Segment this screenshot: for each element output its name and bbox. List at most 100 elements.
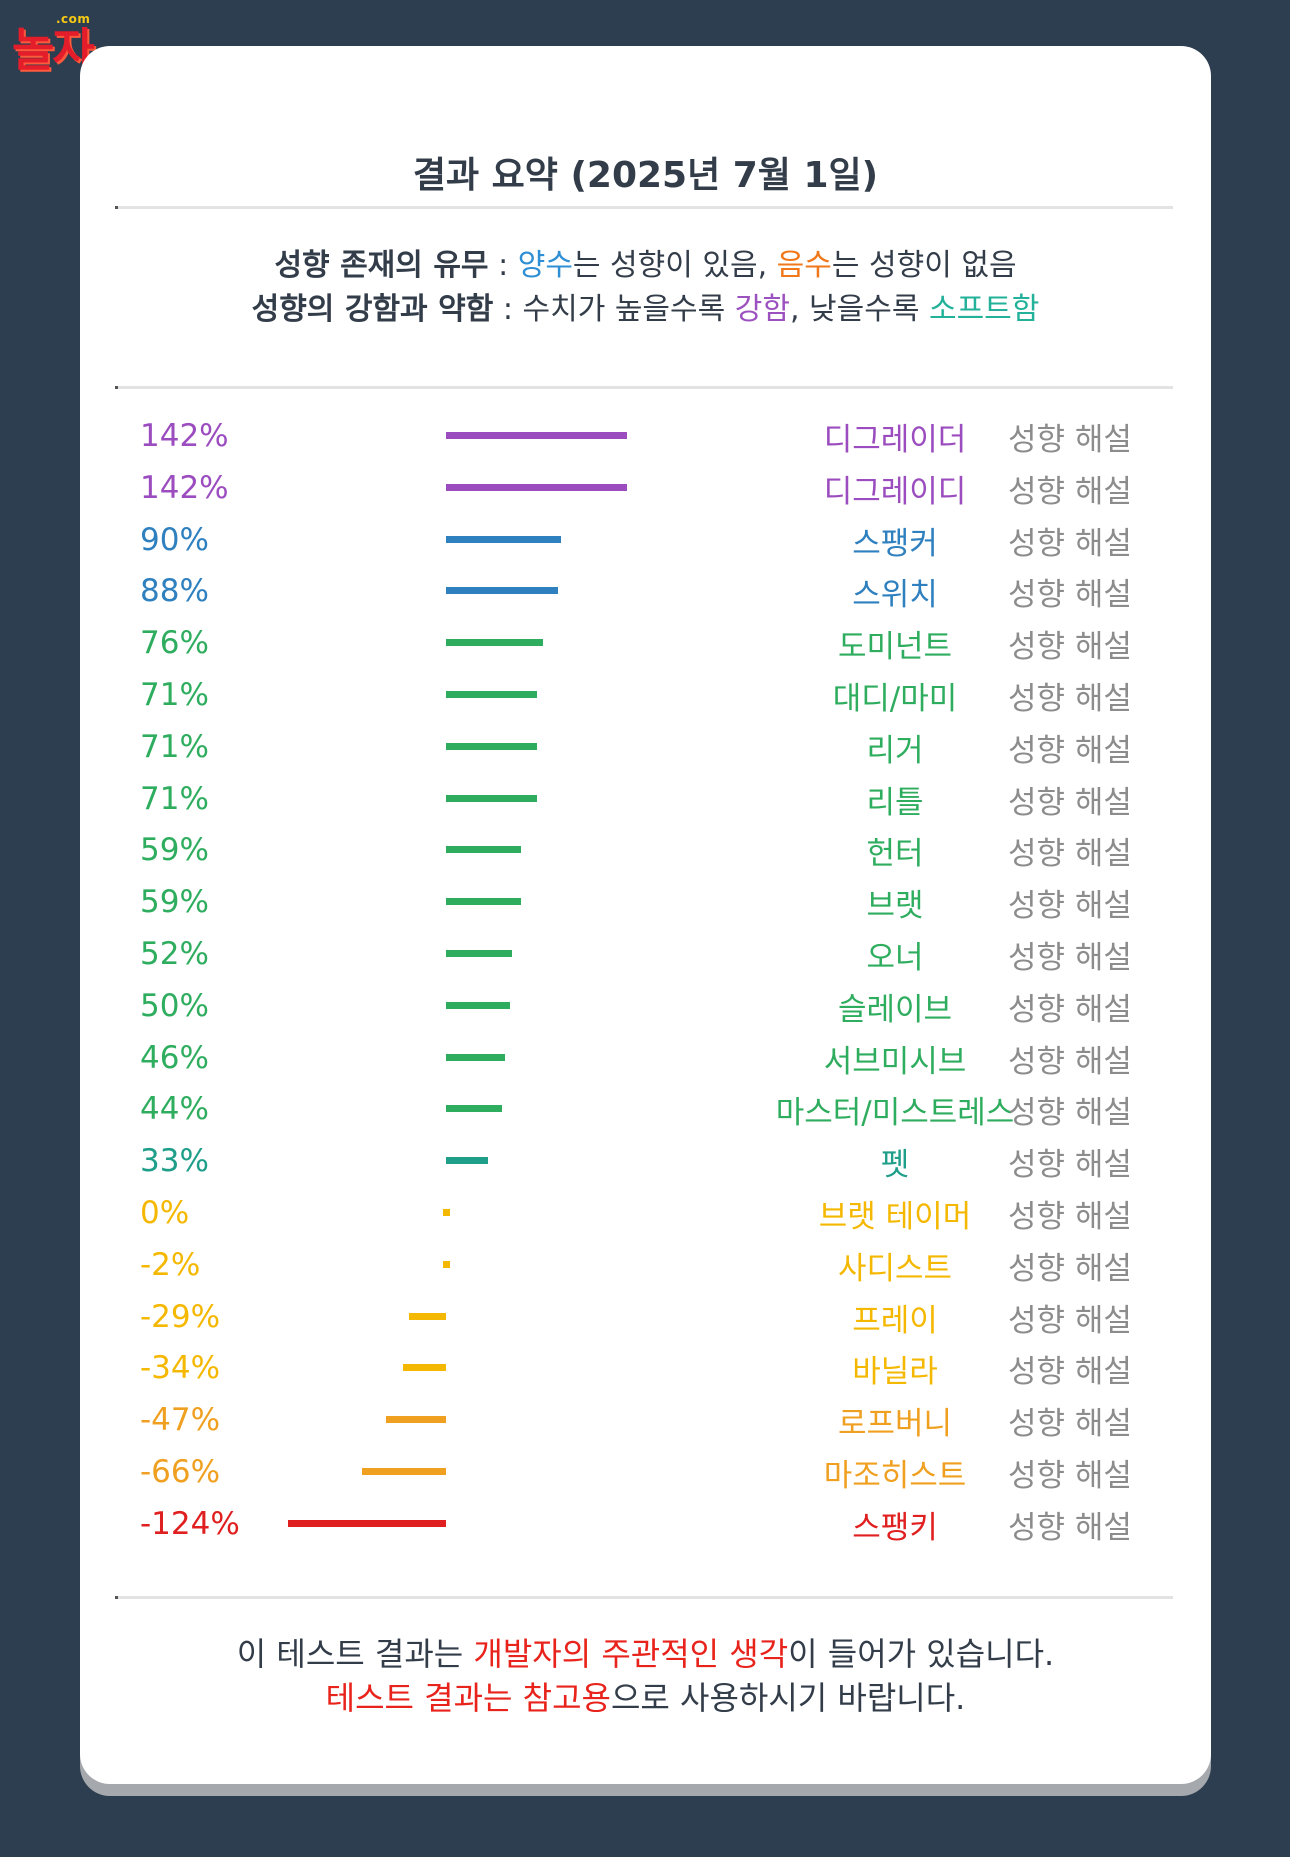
result-bar — [446, 639, 543, 647]
explanation-link[interactable]: 성향 해설 — [1008, 1147, 1132, 1184]
result-bar — [287, 1519, 446, 1527]
result-row: 76% 도미넌트 성향 해설 — [80, 617, 1211, 669]
result-percent: 88% — [140, 573, 209, 610]
footer-text: 으로 사용하시기 바랍니다. — [610, 1679, 966, 1717]
result-bar-marker — [443, 1209, 450, 1216]
result-bar — [446, 1105, 503, 1113]
explanation-link[interactable]: 성향 해설 — [1008, 940, 1132, 976]
result-bar — [446, 950, 513, 957]
explanation-link[interactable]: 성향 해설 — [1008, 732, 1132, 769]
result-type-name: 대디/마미 — [832, 681, 958, 717]
result-bar — [446, 432, 628, 439]
result-row: 142% 디그레이디 성향 해설 — [80, 462, 1211, 514]
explanation-link[interactable]: 성향 해설 — [1008, 1458, 1132, 1494]
result-type-name: 스팽커 — [852, 525, 938, 562]
result-type-name: 스팽키 — [852, 1509, 938, 1546]
result-bar — [446, 898, 522, 906]
result-bar — [409, 1312, 446, 1320]
explanation-link[interactable]: 성향 해설 — [1008, 525, 1132, 562]
result-percent: 0% — [140, 1195, 190, 1231]
result-type-name: 리틀 — [866, 784, 924, 821]
result-row: 71% 리틀 성향 해설 — [80, 773, 1211, 825]
result-percent: 90% — [140, 521, 209, 558]
explanation-link[interactable]: 성향 해설 — [1008, 991, 1132, 1028]
result-bar — [386, 1416, 446, 1424]
legend-negative: 음수 — [776, 248, 832, 283]
result-bar — [402, 1364, 446, 1372]
result-row: -34% 바닐라 성향 해설 — [80, 1342, 1211, 1394]
explanation-link[interactable]: 성향 해설 — [1008, 473, 1132, 510]
explanation-link[interactable]: 성향 해설 — [1008, 681, 1132, 717]
explanation-link[interactable]: 성향 해설 — [1008, 888, 1132, 925]
result-bar — [446, 1001, 510, 1009]
explanation-link[interactable]: 성향 해설 — [1008, 1199, 1132, 1235]
explanation-link[interactable]: 성향 해설 — [1008, 1354, 1132, 1391]
explanation-link[interactable]: 성향 해설 — [1008, 422, 1132, 458]
result-bar — [446, 742, 537, 750]
result-row: 33% 펫 성향 해설 — [80, 1135, 1211, 1187]
result-type-name: 프레이 — [852, 1302, 938, 1339]
result-row: -2% 사디스트 성향 해설 — [80, 1239, 1211, 1291]
legend-existence-label: 성향 존재의 유무 — [274, 248, 489, 283]
legend-text: 는 성향이 있음, — [572, 248, 777, 283]
explanation-link[interactable]: 성향 해설 — [1008, 1406, 1132, 1443]
result-row: 71% 리거 성향 해설 — [80, 721, 1211, 773]
explanation-link[interactable]: 성향 해설 — [1008, 1043, 1132, 1080]
result-row: 71% 대디/마미 성향 해설 — [80, 669, 1211, 721]
footer-text: 이 들어가 있습니다. — [788, 1635, 1055, 1673]
result-row: 90% 스팽커 성향 해설 — [80, 514, 1211, 566]
result-type-name: 브랫 — [866, 888, 924, 925]
result-bar — [446, 691, 537, 698]
footer-text: 이 테스트 결과는 — [236, 1635, 474, 1673]
result-row: 52% 오너 성향 해설 — [80, 928, 1211, 980]
result-row: 59% 브랫 성향 해설 — [80, 876, 1211, 928]
legend-text: : 수치가 높을수록 — [493, 292, 735, 327]
result-percent: 44% — [140, 1091, 209, 1128]
result-row: -29% 프레이 성향 해설 — [80, 1291, 1211, 1343]
explanation-link[interactable]: 성향 해설 — [1008, 1302, 1132, 1339]
result-row: 0% 브랫 테이머 성향 해설 — [80, 1187, 1211, 1239]
result-row: -47% 로프버니 성향 해설 — [80, 1394, 1211, 1446]
footer-line-1: 이 테스트 결과는 개발자의 주관적인 생각이 들어가 있습니다. — [80, 1632, 1211, 1676]
explanation-link[interactable]: 성향 해설 — [1008, 1509, 1132, 1546]
result-percent: 142% — [140, 469, 229, 506]
result-percent: 76% — [140, 625, 209, 662]
explanation-link[interactable]: 성향 해설 — [1008, 1250, 1132, 1287]
legend-text: , 낮을수록 — [789, 292, 929, 327]
result-bar — [361, 1468, 446, 1475]
result-type-name: 바닐라 — [852, 1354, 938, 1391]
result-percent: -124% — [140, 1505, 240, 1542]
legend-soft: 소프트함 — [928, 292, 1040, 327]
result-row: -66% 마조히스트 성향 해설 — [80, 1446, 1211, 1498]
explanation-link[interactable]: 성향 해설 — [1008, 577, 1132, 614]
legend-line-2: 성향의 강함과 약함 : 수치가 높을수록 강함, 낮을수록 소프트함 — [80, 288, 1211, 332]
result-type-name: 헌터 — [866, 836, 924, 873]
result-percent: 50% — [140, 987, 209, 1024]
legend-strong: 강함 — [734, 292, 790, 327]
result-type-name: 사디스트 — [837, 1250, 953, 1287]
result-type-name: 스위치 — [852, 577, 938, 614]
result-type-name: 브랫 테이머 — [818, 1199, 972, 1235]
result-row: 88% 스위치 성향 해설 — [80, 565, 1211, 617]
explanation-link[interactable]: 성향 해설 — [1008, 784, 1132, 821]
result-bar — [446, 1157, 489, 1165]
result-bar — [446, 535, 561, 543]
result-type-name: 도미넌트 — [837, 629, 953, 666]
legend-line-1: 성향 존재의 유무 : 양수는 성향이 있음, 음수는 성향이 없음 — [80, 244, 1211, 288]
result-type-name: 로프버니 — [837, 1406, 953, 1443]
footer-highlight: 테스트 결과는 참고용 — [325, 1679, 611, 1717]
result-percent: 46% — [140, 1039, 209, 1076]
footer-highlight: 개발자의 주관적인 생각 — [473, 1635, 789, 1673]
result-row: 46% 서브미시브 성향 해설 — [80, 1032, 1211, 1084]
explanation-link[interactable]: 성향 해설 — [1008, 1095, 1132, 1132]
result-row: 59% 헌터 성향 해설 — [80, 824, 1211, 876]
result-percent: -47% — [140, 1402, 221, 1439]
explanation-link[interactable]: 성향 해설 — [1008, 629, 1132, 666]
result-percent: 71% — [140, 677, 209, 713]
explanation-link[interactable]: 성향 해설 — [1008, 836, 1132, 873]
legend-text: 는 성향이 없음 — [831, 248, 1017, 283]
result-percent: -66% — [140, 1454, 221, 1490]
result-type-name: 슬레이브 — [837, 991, 953, 1028]
result-type-name: 리거 — [866, 732, 924, 769]
result-bar — [446, 794, 537, 802]
